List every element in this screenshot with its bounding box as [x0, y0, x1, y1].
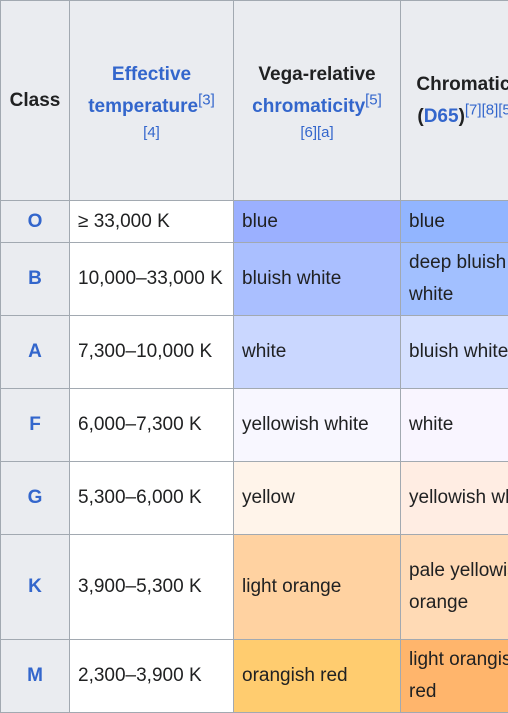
header-class-label: Class: [10, 90, 61, 111]
header-chromaticity: Chromaticity (D65)[7][8][5][b]: [401, 1, 508, 201]
chroma-cell: yellowish white: [401, 462, 508, 535]
header-class: Class: [1, 1, 70, 201]
temperature-cell: 10,000–33,000 K: [70, 243, 234, 316]
ref-4-link[interactable]: [4]: [76, 123, 227, 143]
temperature-cell: 5,300–6,000 K: [70, 462, 234, 535]
chroma-cell: white: [401, 389, 508, 462]
table-row: B 10,000–33,000 K bluish white deep blui…: [1, 243, 508, 316]
temperature-cell: 7,300–10,000 K: [70, 316, 234, 389]
class-o-link[interactable]: O: [28, 211, 43, 232]
chromaticity-link[interactable]: chromaticity: [252, 96, 365, 117]
class-m-link[interactable]: M: [27, 665, 43, 686]
header-vega-label: Vega-relative: [258, 64, 375, 85]
d65-link[interactable]: D65: [424, 106, 459, 127]
vega-cell: blue: [234, 201, 401, 243]
header-vega: Vega-relative chromaticity[5] [6][a]: [234, 1, 401, 201]
chroma-cell: light orangish red: [401, 640, 508, 713]
class-a-link[interactable]: A: [28, 341, 42, 362]
temperature-cell: 6,000–7,300 K: [70, 389, 234, 462]
class-g-link[interactable]: G: [28, 487, 43, 508]
ref-5-link[interactable]: [5]: [365, 91, 382, 108]
chroma-cell: deep bluish white: [401, 243, 508, 316]
class-cell: G: [1, 462, 70, 535]
class-cell: K: [1, 535, 70, 640]
vega-cell: orangish red: [234, 640, 401, 713]
vega-cell: light orange: [234, 535, 401, 640]
vega-cell: bluish white: [234, 243, 401, 316]
table-row: A 7,300–10,000 K white bluish white: [1, 316, 508, 389]
temperature-cell: 2,300–3,900 K: [70, 640, 234, 713]
class-k-link[interactable]: K: [28, 576, 42, 597]
class-cell: M: [1, 640, 70, 713]
class-cell: F: [1, 389, 70, 462]
chroma-cell: bluish white: [401, 316, 508, 389]
class-f-link[interactable]: F: [29, 414, 41, 435]
refs-7-8-5-b-link[interactable]: [7][8][5][b]: [465, 101, 508, 118]
header-chromaticity-label: Chromaticity: [416, 74, 508, 95]
class-cell: B: [1, 243, 70, 316]
table-row: M 2,300–3,900 K orangish red light orang…: [1, 640, 508, 713]
class-cell: O: [1, 201, 70, 243]
vega-cell: yellowish white: [234, 389, 401, 462]
ref-3-link[interactable]: [3]: [198, 91, 215, 108]
table-row: F 6,000–7,300 K yellowish white white: [1, 389, 508, 462]
chroma-cell: blue: [401, 201, 508, 243]
ref-6a-link[interactable]: [6][a]: [240, 123, 394, 143]
temperature-cell: ≥ 33,000 K: [70, 201, 234, 243]
vega-cell: white: [234, 316, 401, 389]
chroma-cell: pale yellowish orange: [401, 535, 508, 640]
class-b-link[interactable]: B: [28, 268, 42, 289]
table-row: O ≥ 33,000 K blue blue: [1, 201, 508, 243]
table-row: K 3,900–5,300 K light orange pale yellow…: [1, 535, 508, 640]
vega-cell: yellow: [234, 462, 401, 535]
table-row: G 5,300–6,000 K yellow yellowish white: [1, 462, 508, 535]
class-cell: A: [1, 316, 70, 389]
temperature-cell: 3,900–5,300 K: [70, 535, 234, 640]
